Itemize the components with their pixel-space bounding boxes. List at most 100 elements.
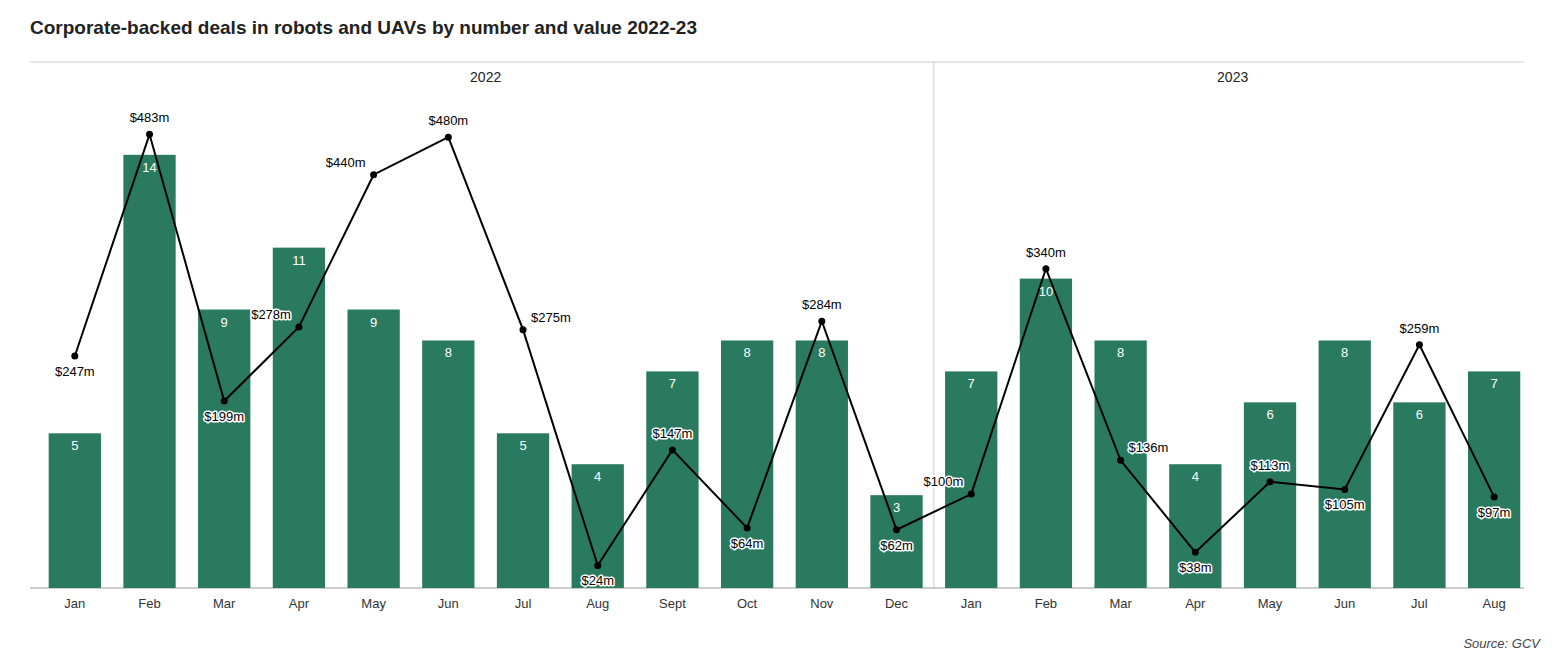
count-label: 8 [1117, 345, 1124, 360]
count-label: 9 [370, 315, 377, 330]
line [75, 134, 1494, 565]
value-label: $440m [326, 155, 366, 170]
bar [796, 340, 848, 588]
value-label: $247m [55, 364, 95, 379]
x-tick-label: Apr [289, 596, 310, 611]
bar [1244, 402, 1296, 588]
count-label: 8 [1341, 345, 1348, 360]
x-tick-label: Aug [586, 596, 609, 611]
count-label: 8 [818, 345, 825, 360]
value-label: $64m [731, 536, 764, 551]
count-label: 4 [594, 469, 601, 484]
bar [1169, 464, 1221, 588]
bar [721, 340, 773, 588]
count-label: 8 [744, 345, 751, 360]
bar [1319, 340, 1371, 588]
axis-line [30, 588, 1524, 589]
bar [273, 248, 325, 588]
x-tick-label: Jul [515, 596, 532, 611]
top-border [30, 62, 1524, 63]
line-marker [445, 134, 452, 141]
line-marker [893, 526, 900, 533]
value-label: $340m [1026, 245, 1066, 260]
line-marker [1491, 493, 1498, 500]
bar [422, 340, 474, 588]
count-label: 14 [142, 160, 156, 175]
value-label: $483m [130, 110, 170, 125]
count-label: 11 [292, 253, 306, 268]
count-label: 6 [1416, 407, 1423, 422]
x-tick-label: Feb [138, 596, 160, 611]
count-label: 5 [71, 438, 78, 453]
x-tick-label: Jun [438, 596, 459, 611]
line-marker [594, 562, 601, 569]
value-label: $97m [1478, 505, 1511, 520]
line-marker [295, 323, 302, 330]
bar [347, 310, 399, 588]
x-tick-label: Aug [1483, 596, 1506, 611]
value-label: $480m [428, 113, 468, 128]
marks [49, 131, 1521, 588]
line-marker [744, 524, 751, 531]
x-tick-label: Jan [64, 596, 85, 611]
line-marker [71, 352, 78, 359]
bar [572, 464, 624, 588]
count-label: 4 [1192, 469, 1199, 484]
value-label: $105m [1325, 497, 1365, 512]
line-marker [968, 491, 975, 498]
value-label: $113m [1251, 458, 1290, 473]
value-label: $259m [1400, 321, 1440, 336]
x-tick-label: Apr [1185, 596, 1206, 611]
line-marker [1416, 341, 1423, 348]
x-tick-label: Nov [810, 596, 834, 611]
count-label: 6 [1266, 407, 1273, 422]
line-marker [1042, 265, 1049, 272]
bar [1468, 371, 1520, 588]
line-marker [221, 398, 228, 405]
chart: Corporate-backed deals in robots and UAV… [0, 0, 1554, 660]
bar [198, 310, 250, 588]
x-tick-label: Sept [659, 596, 686, 611]
value-label: $136m [1129, 440, 1169, 455]
value-label: $24m [581, 573, 614, 588]
x-tick-label: Jun [1334, 596, 1355, 611]
value-label: $100m [923, 474, 963, 489]
count-label: 7 [968, 376, 975, 391]
line-marker [520, 326, 527, 333]
annotation: 2022 [470, 69, 501, 85]
count-label: 7 [669, 376, 676, 391]
annotation: 2023 [1217, 69, 1248, 85]
x-tick-label: May [1258, 596, 1283, 611]
bar [49, 433, 101, 588]
value-label: $38m [1179, 560, 1212, 575]
x-tick-label: Jul [1411, 596, 1428, 611]
value-label: $278m [251, 307, 291, 322]
count-label: 7 [1491, 376, 1498, 391]
line-marker [1267, 478, 1274, 485]
bar [123, 155, 175, 588]
data-labels: 51491198547883710846867$247m$483m$199m$2… [55, 110, 1510, 588]
line-marker [818, 318, 825, 325]
value-label: $284m [802, 297, 842, 312]
x-tick-label: Mar [213, 596, 236, 611]
count-label: 3 [893, 500, 900, 515]
value-label: $275m [531, 310, 571, 325]
title: Corporate-backed deals in robots and UAV… [30, 17, 697, 38]
x-tick-label: Feb [1035, 596, 1057, 611]
count-label: 8 [445, 345, 452, 360]
bar [1094, 340, 1146, 588]
count-label: 9 [221, 315, 228, 330]
x-tick-label: Oct [737, 596, 758, 611]
x-tick-label: Jan [961, 596, 982, 611]
line-marker [370, 171, 377, 178]
line-marker [669, 446, 676, 453]
value-label: $62m [880, 538, 913, 553]
bar [870, 495, 922, 588]
line-marker [146, 131, 153, 138]
value-label: $147m [653, 426, 693, 441]
line-marker [1341, 486, 1348, 493]
line-marker [1192, 549, 1199, 556]
line-marker [1117, 457, 1124, 464]
x-tick-label: Dec [885, 596, 909, 611]
count-label: 10 [1039, 284, 1053, 299]
